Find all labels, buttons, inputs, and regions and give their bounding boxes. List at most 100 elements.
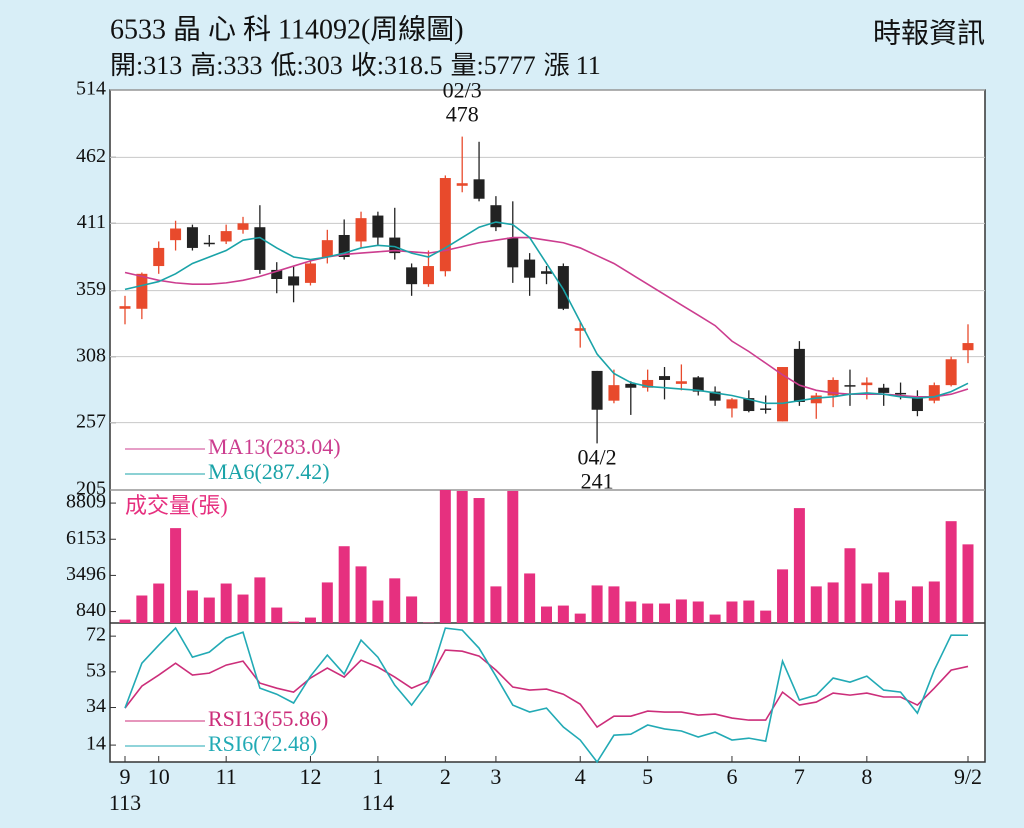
bar	[507, 490, 519, 623]
candle-body	[608, 385, 620, 401]
candle-body	[288, 276, 300, 286]
candle-body	[389, 237, 401, 254]
bar	[321, 582, 333, 623]
annotation-value: 478	[446, 102, 479, 127]
y-tick-label: 257	[76, 410, 106, 432]
y-tick-label: 53	[86, 659, 106, 681]
bar	[456, 490, 468, 623]
summary-value: 5777	[484, 51, 536, 80]
annotation-value: 241	[581, 468, 614, 493]
candle-body	[406, 267, 418, 285]
y-tick-label: 14	[86, 733, 106, 755]
candle-body	[878, 387, 890, 393]
summary-value: 318.5	[384, 51, 443, 80]
legend-label: RSI6(72.48)	[208, 731, 317, 756]
bar	[389, 578, 401, 623]
x-tick-label: 1	[372, 764, 383, 789]
panel-title: 成交量(張)	[125, 493, 228, 518]
x-tick-label: 11	[216, 764, 237, 789]
y-tick-label: 205	[76, 478, 106, 500]
x-tick-label: 10	[148, 764, 170, 789]
candle-body	[237, 223, 249, 230]
bar	[659, 603, 671, 623]
candle-body	[591, 370, 603, 410]
candle-body	[119, 306, 131, 309]
bar	[355, 566, 367, 623]
x-tick-label: 8	[861, 764, 872, 789]
candle-body	[473, 179, 485, 199]
y-tick-label: 411	[77, 211, 106, 233]
summary-value: 11	[576, 51, 601, 80]
bar	[675, 599, 687, 623]
y-tick-label: 34	[86, 695, 106, 717]
summary-value: 313	[143, 51, 182, 80]
bar	[777, 569, 789, 623]
candle-body	[355, 218, 367, 242]
candle-body	[743, 398, 755, 412]
candle-body	[659, 376, 671, 380]
candle-body	[574, 328, 586, 331]
x-year-label: 114	[362, 790, 394, 815]
candle-body	[338, 234, 350, 257]
candle-body	[642, 379, 654, 388]
candle-body	[709, 391, 721, 401]
bar	[372, 600, 384, 623]
summary-value: 333	[223, 51, 262, 80]
legend-label: MA13(283.04)	[208, 434, 341, 459]
candle-body	[945, 359, 957, 386]
candle-body	[170, 228, 182, 241]
bar	[288, 621, 300, 623]
bar	[406, 596, 418, 623]
x-tick-label: 5	[642, 764, 653, 789]
candle-body	[321, 240, 333, 257]
x-tick-label: 9/2	[954, 764, 982, 789]
bar	[810, 586, 822, 623]
legend-label: RSI13(55.86)	[208, 706, 328, 731]
y-tick-label: 514	[76, 78, 106, 100]
bar	[220, 583, 232, 623]
candle-body	[524, 259, 536, 278]
x-year-label: 113	[109, 790, 141, 815]
candle-body	[810, 395, 822, 404]
candle-body	[153, 247, 165, 267]
bar	[203, 597, 215, 623]
line	[124, 236, 969, 398]
bar	[911, 586, 923, 623]
bar	[271, 607, 283, 623]
bar	[642, 603, 654, 623]
candle-body	[439, 178, 451, 272]
x-tick-label: 3	[490, 764, 501, 789]
bar	[254, 577, 266, 623]
candle-body	[220, 231, 232, 242]
bar	[928, 581, 940, 623]
summary-label: 開:	[110, 51, 143, 80]
summary-value: 303	[304, 51, 343, 80]
bar	[338, 546, 350, 623]
bar	[608, 586, 620, 623]
x-tick-label: 12	[299, 764, 321, 789]
candle-body	[895, 392, 907, 395]
candle-body	[911, 396, 923, 412]
candle-body	[304, 263, 316, 283]
bar	[827, 582, 839, 623]
plot-frame	[109, 89, 986, 763]
summary-label: 漲	[544, 51, 570, 80]
candle-body	[760, 408, 772, 410]
bar	[119, 619, 131, 623]
bar	[524, 573, 536, 623]
candle-body	[372, 215, 384, 238]
bar	[692, 601, 704, 623]
y-tick-label: 462	[76, 145, 106, 167]
y-tick-label: 359	[76, 278, 106, 300]
y-tick-label: 72	[86, 624, 106, 646]
candle-body	[726, 399, 738, 409]
candle-body	[136, 273, 148, 309]
bar	[878, 572, 890, 623]
y-tick-label: 8809	[66, 491, 106, 513]
line	[124, 649, 969, 729]
source: 時報資訊	[873, 17, 985, 49]
bar	[861, 583, 873, 623]
x-tick-label: 7	[794, 764, 805, 789]
candle-body	[861, 382, 873, 386]
